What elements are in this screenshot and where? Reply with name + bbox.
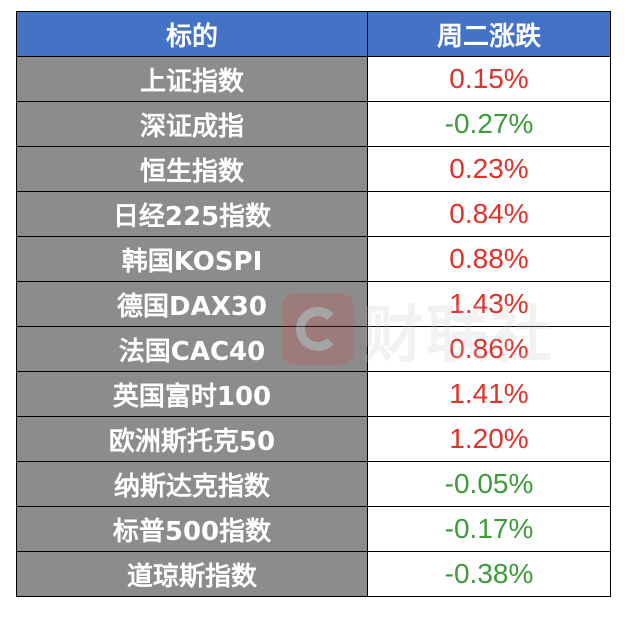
- table-body: 上证指数 0.15% 深证成指 -0.27% 恒生指数 0.23% 日经225指数 0.…: [16, 56, 611, 597]
- market-change-table: 标的 周二涨跌 上证指数 0.15% 深证成指 -0.27% 恒生指数 0.23% 日…: [16, 11, 611, 597]
- index-name-cell: 上证指数: [16, 56, 368, 102]
- index-name-cell: 深证成指: [16, 101, 368, 147]
- index-name-cell: 欧洲斯托克50: [16, 416, 368, 462]
- table-row: 日经225指数 0.84%: [16, 191, 611, 237]
- header-tuesday-change: 周二涨跌: [367, 11, 611, 57]
- table-row: 英国富时100 1.41%: [16, 371, 611, 417]
- table-header-row: 标的 周二涨跌: [16, 11, 611, 57]
- index-name-cell: 英国富时100: [16, 371, 368, 417]
- index-name-cell: 韩国KOSPI: [16, 236, 368, 282]
- table-row: 欧洲斯托克50 1.20%: [16, 416, 611, 462]
- change-value-cell: 0.84%: [367, 191, 611, 237]
- market-change-table-container: 标的 周二涨跌 上证指数 0.15% 深证成指 -0.27% 恒生指数 0.23% 日…: [16, 11, 611, 597]
- table-row: 韩国KOSPI 0.88%: [16, 236, 611, 282]
- index-name-cell: 标普500指数: [16, 506, 368, 552]
- table-row: 上证指数 0.15%: [16, 56, 611, 102]
- table-row: 道琼斯指数 -0.38%: [16, 551, 611, 597]
- change-value-cell: -0.38%: [367, 551, 611, 597]
- index-name-cell: 日经225指数: [16, 191, 368, 237]
- change-value-cell: 0.15%: [367, 56, 611, 102]
- index-name-cell: 纳斯达克指数: [16, 461, 368, 507]
- index-name-cell: 恒生指数: [16, 146, 368, 192]
- change-value-cell: -0.05%: [367, 461, 611, 507]
- table-row: 纳斯达克指数 -0.05%: [16, 461, 611, 507]
- change-value-cell: 0.88%: [367, 236, 611, 282]
- index-name-cell: 法国CAC40: [16, 326, 368, 372]
- table-row: 深证成指 -0.27%: [16, 101, 611, 147]
- table-row: 德国DAX30 1.43%: [16, 281, 611, 327]
- change-value-cell: 0.86%: [367, 326, 611, 372]
- table-row: 法国CAC40 0.86%: [16, 326, 611, 372]
- change-value-cell: 0.23%: [367, 146, 611, 192]
- table-row: 恒生指数 0.23%: [16, 146, 611, 192]
- table-row: 标普500指数 -0.17%: [16, 506, 611, 552]
- change-value-cell: 1.41%: [367, 371, 611, 417]
- change-value-cell: -0.27%: [367, 101, 611, 147]
- index-name-cell: 道琼斯指数: [16, 551, 368, 597]
- change-value-cell: -0.17%: [367, 506, 611, 552]
- change-value-cell: 1.43%: [367, 281, 611, 327]
- header-index-name: 标的: [16, 11, 368, 57]
- change-value-cell: 1.20%: [367, 416, 611, 462]
- index-name-cell: 德国DAX30: [16, 281, 368, 327]
